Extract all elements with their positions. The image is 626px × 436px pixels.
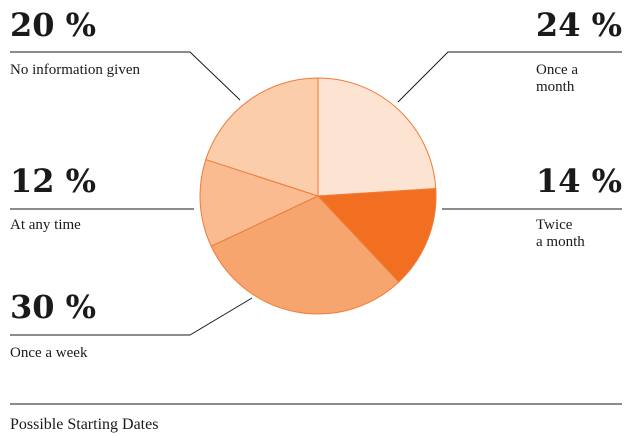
pie-slice-once-a-week	[210, 195, 400, 315]
pie-slice-twice-a-month	[316, 188, 437, 283]
value-label-at-any-time: 12 %	[10, 162, 96, 200]
leader-line-once-a-month	[397, 51, 622, 103]
value-label-once-a-week: 30 %	[10, 288, 96, 326]
category-label-once-a-month-line1: Once a	[536, 62, 578, 78]
footer-caption: Possible Starting Dates	[10, 416, 158, 433]
category-label-no-information: No information given	[10, 62, 140, 78]
value-label-once-a-month: 24 %	[536, 6, 622, 44]
category-label-twice-a-month-line2: a month	[536, 234, 585, 250]
value-label-no-information: 20 %	[10, 6, 96, 44]
leader-line-no-information	[10, 51, 241, 101]
pie-slice-once-a-month	[317, 77, 437, 197]
pie-slice-at-any-time	[199, 158, 320, 247]
category-label-at-any-time: At any time	[10, 217, 81, 233]
category-label-twice-a-month-line1: Twice	[536, 217, 573, 233]
category-label-once-a-week: Once a week	[10, 345, 88, 361]
value-label-twice-a-month: 14 %	[536, 162, 622, 200]
pie-slice-no-information-given	[205, 77, 319, 197]
pie-slices	[199, 77, 437, 315]
leader-line-once-a-week	[10, 297, 253, 336]
category-label-once-a-month-line2: month	[536, 79, 575, 95]
